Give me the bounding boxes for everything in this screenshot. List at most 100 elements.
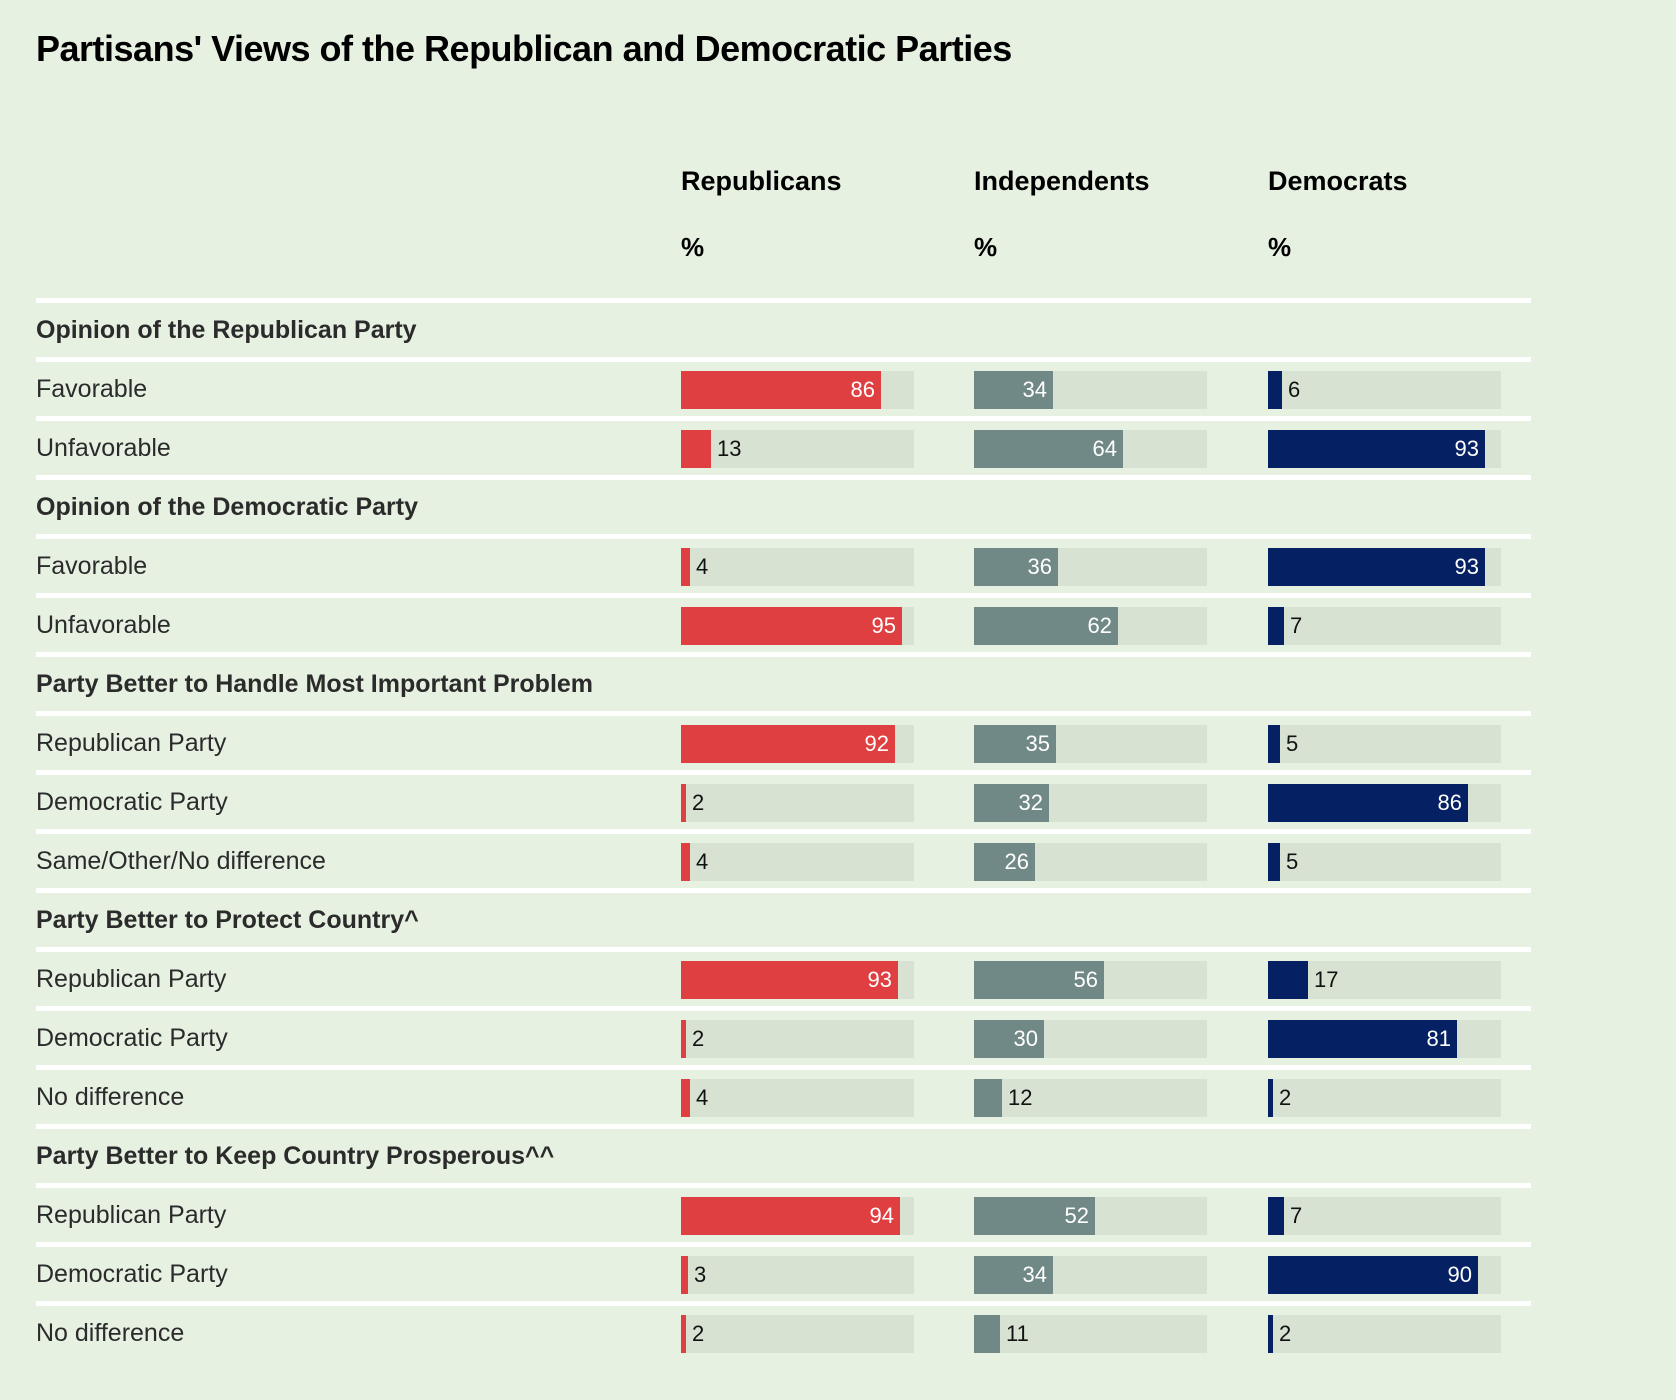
bar-democrats xyxy=(1268,1256,1478,1294)
bar-track-republicans: 92 xyxy=(681,725,914,763)
row-label: Same/Other/No difference xyxy=(36,847,326,875)
row-separator xyxy=(36,770,1531,775)
data-label: 7 xyxy=(1290,613,1303,638)
row-label: Favorable xyxy=(36,375,148,403)
data-label: 34 xyxy=(1022,377,1047,402)
row-label: Unfavorable xyxy=(36,434,171,462)
data-label: 4 xyxy=(696,1085,709,1110)
data-label: 32 xyxy=(1018,790,1043,815)
bar-republicans xyxy=(681,1315,686,1353)
row-label: Favorable xyxy=(36,552,148,580)
bar-track-republicans: 86 xyxy=(681,371,914,409)
group-header-row: Party Better to Handle Most Important Pr… xyxy=(36,657,1531,711)
bar-track-independents: 34 xyxy=(974,1256,1207,1294)
row-label: Unfavorable xyxy=(36,611,171,639)
data-label: 2 xyxy=(1279,1321,1292,1346)
bar-track-republicans: 3 xyxy=(681,1256,914,1294)
row-separator xyxy=(36,1124,1531,1129)
bar-independents xyxy=(974,607,1118,645)
bar-track-independents: 30 xyxy=(974,1020,1207,1058)
table-row: Republican Party 93 56 17 xyxy=(36,952,1531,1006)
bar-track-republicans: 94 xyxy=(681,1197,914,1235)
bar-track-democrats: 2 xyxy=(1268,1079,1501,1117)
row-label: Democratic Party xyxy=(36,1260,228,1288)
data-label: 26 xyxy=(1004,849,1029,874)
row-separator xyxy=(36,357,1531,362)
row-separator xyxy=(36,711,1531,716)
data-label: 17 xyxy=(1314,967,1339,992)
bar-republicans xyxy=(681,961,898,999)
group-label: Party Better to Keep Country Prosperous^… xyxy=(36,1142,555,1170)
data-label: 12 xyxy=(1008,1085,1033,1110)
data-label: 7 xyxy=(1290,1203,1303,1228)
chart-title: Partisans' Views of the Republican and D… xyxy=(36,28,1012,69)
bar-track-republicans: 95 xyxy=(681,607,914,645)
bar-independents xyxy=(974,1256,1053,1294)
bar-track-republicans: 4 xyxy=(681,1079,914,1117)
bar-democrats xyxy=(1268,607,1284,645)
data-label: 93 xyxy=(1454,436,1479,461)
row-separator xyxy=(36,1301,1531,1306)
table-row: Unfavorable 95 62 7 xyxy=(36,598,1531,652)
data-label: 4 xyxy=(696,849,709,874)
bar-independents xyxy=(974,1079,1002,1117)
data-label: 2 xyxy=(1279,1085,1292,1110)
bar-democrats xyxy=(1268,430,1485,468)
data-label: 56 xyxy=(1073,967,1098,992)
row-separator xyxy=(36,1006,1531,1011)
bar-independents xyxy=(974,961,1104,999)
row-separator xyxy=(36,829,1531,834)
bar-republicans xyxy=(681,784,686,822)
data-label: 5 xyxy=(1286,731,1299,756)
bar-track-republicans: 93 xyxy=(681,961,914,999)
bar-republicans xyxy=(681,430,711,468)
table-row: No difference 2 11 2 xyxy=(36,1306,1531,1360)
data-label: 11 xyxy=(1006,1321,1029,1346)
data-label: 30 xyxy=(1013,1026,1038,1051)
data-label: 95 xyxy=(871,613,896,638)
data-label: 2 xyxy=(692,790,705,815)
data-label: 62 xyxy=(1087,613,1112,638)
bar-independents xyxy=(974,725,1056,763)
row-separator xyxy=(36,593,1531,598)
bar-independents xyxy=(974,1020,1044,1058)
data-label: 3 xyxy=(694,1262,707,1287)
column-header-independents: Independents xyxy=(974,166,1150,196)
data-label: 86 xyxy=(1437,790,1462,815)
bar-republicans xyxy=(681,1197,900,1235)
bar-republicans xyxy=(681,548,690,586)
bar-democrats xyxy=(1268,548,1485,586)
bar-democrats xyxy=(1268,1315,1273,1353)
bar-track-independents: 62 xyxy=(974,607,1207,645)
bar-independents xyxy=(974,371,1053,409)
row-label: Democratic Party xyxy=(36,1024,228,1052)
bar-track-republicans: 4 xyxy=(681,843,914,881)
row-separator xyxy=(36,534,1531,539)
table-row: Democratic Party 2 30 81 xyxy=(36,1011,1531,1065)
data-label: 6 xyxy=(1288,377,1301,402)
table-row: Favorable 86 34 6 xyxy=(36,362,1531,416)
bar-democrats xyxy=(1268,784,1468,822)
row-separator xyxy=(36,475,1531,480)
row-label: No difference xyxy=(36,1319,185,1347)
row-separator xyxy=(36,1065,1531,1070)
row-separator xyxy=(36,298,1531,303)
bar-track-independents: 35 xyxy=(974,725,1207,763)
bar-democrats xyxy=(1268,1197,1284,1235)
bar-republicans xyxy=(681,1256,688,1294)
bar-track-democrats: 6 xyxy=(1268,371,1501,409)
data-label: 94 xyxy=(869,1203,894,1228)
bar-track-independents: 26 xyxy=(974,843,1207,881)
row-label: Republican Party xyxy=(36,1201,227,1229)
row-label: Democratic Party xyxy=(36,788,228,816)
bar-republicans xyxy=(681,607,902,645)
data-label: 5 xyxy=(1286,849,1299,874)
row-separator xyxy=(36,1242,1531,1247)
bar-track-democrats: 5 xyxy=(1268,725,1501,763)
bar-independents xyxy=(974,843,1035,881)
bar-track-republicans: 2 xyxy=(681,1315,914,1353)
bar-independents xyxy=(974,548,1058,586)
bar-track-democrats: 17 xyxy=(1268,961,1501,999)
data-label: 93 xyxy=(1454,554,1479,579)
data-label: 2 xyxy=(692,1321,705,1346)
